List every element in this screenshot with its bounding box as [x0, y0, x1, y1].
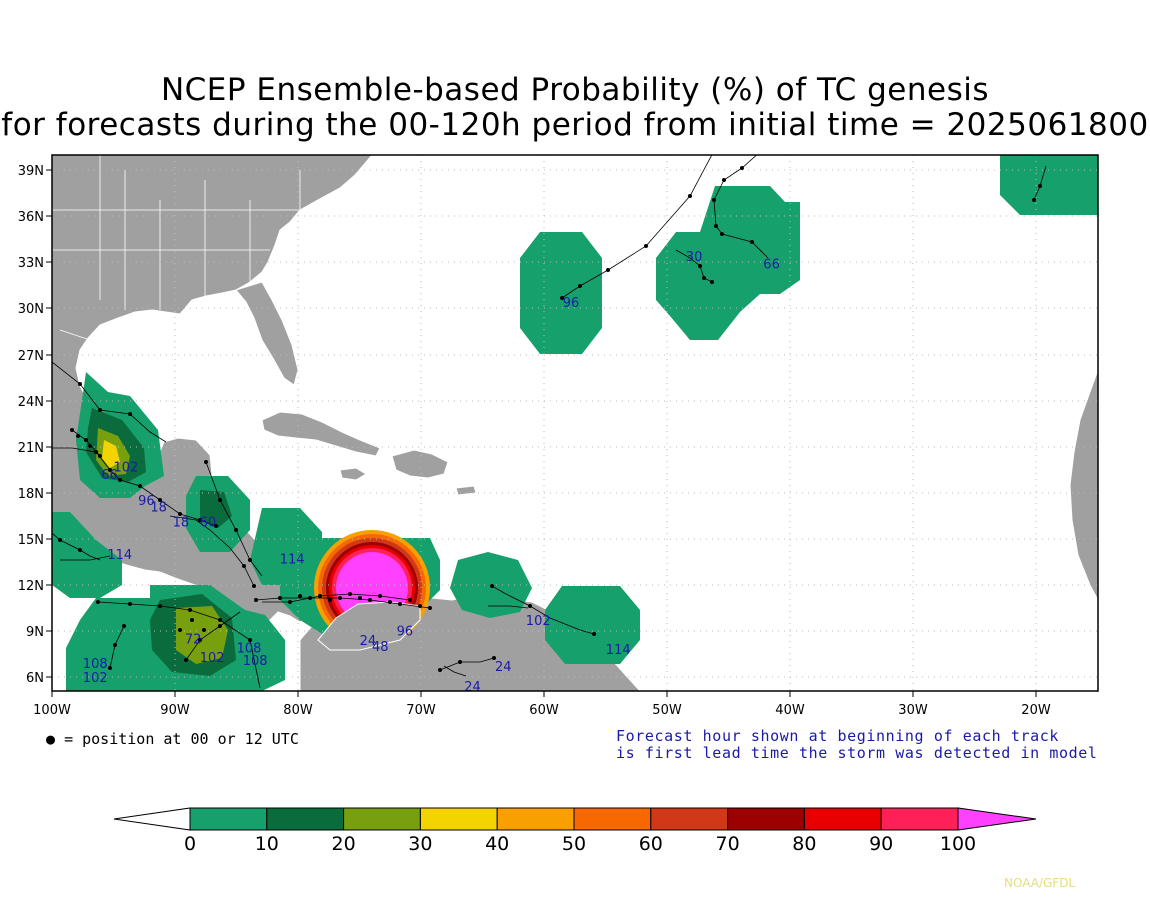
graticule: [52, 155, 1098, 691]
lat-label: 21N: [18, 441, 44, 456]
lon-label: 90W: [160, 703, 190, 718]
track-label: 24: [495, 660, 512, 675]
lon-label: 30W: [898, 703, 928, 718]
colorbar-low-arrow: [113, 807, 191, 831]
land-jamaica: [339, 467, 367, 481]
track-label: 102: [83, 671, 108, 686]
track-label: 108: [83, 657, 108, 672]
colorbar-label: 40: [485, 833, 509, 855]
lon-label: 20W: [1021, 703, 1051, 718]
colorbar-segment: [496, 807, 575, 831]
track-label: 72: [185, 632, 202, 647]
colorbar-segment: [573, 807, 652, 831]
colorbar-segment: [419, 807, 498, 831]
lat-label: 9N: [26, 625, 44, 640]
track-label: 114: [107, 548, 132, 563]
credit-label: NOAA/GFDL: [1004, 876, 1076, 890]
track-label: 108: [237, 642, 262, 657]
colorbar-segment: [880, 807, 959, 831]
track-label: 96: [138, 494, 155, 509]
map-frame: [51, 154, 1099, 692]
lon-label: 100W: [33, 703, 71, 718]
lat-label: 27N: [18, 349, 44, 364]
lat-label: 24N: [18, 395, 44, 410]
lon-label: 40W: [775, 703, 805, 718]
colorbar-label: 90: [869, 833, 893, 855]
title-line-2: for forecasts during the 00-120h period …: [1, 107, 1149, 143]
genesis-probability-areas: [52, 155, 1098, 691]
land-puerto-rico: [455, 485, 477, 496]
colorbar-label: 10: [255, 833, 279, 855]
track-label: 48: [372, 640, 389, 655]
state-boundaries: [52, 155, 301, 521]
track-label: 60: [200, 516, 217, 531]
colorbar-label: 0: [184, 833, 196, 855]
lon-label: 60W: [529, 703, 559, 718]
colorbar-label: 50: [562, 833, 586, 855]
colorbar-segment: [343, 807, 421, 831]
lat-label: 15N: [18, 533, 44, 548]
tick-marks: [46, 169, 1037, 697]
colorbar: 0 10 20 30 40 50 60 70 80 90 100: [113, 807, 1037, 855]
land-florida: [235, 281, 299, 386]
colorbar-high-arrow: [957, 807, 1037, 831]
colorbar-segment: [266, 807, 345, 831]
title-line-1: NCEP Ensemble-based Probability (%) of T…: [160, 72, 990, 108]
track-label: 108: [243, 654, 268, 669]
track-label: 66: [101, 468, 118, 483]
track-label: 24: [464, 680, 481, 695]
colorbar-label: 100: [940, 833, 976, 855]
dot-legend: ● = position at 00 or 12 UTC: [46, 730, 299, 748]
track-label: 114: [606, 643, 631, 658]
forecast-note-line-1: Forecast hour shown at beginning of each…: [616, 727, 1060, 745]
dot-legend-text: = position at 00 or 12 UTC: [64, 730, 299, 748]
longitude-labels: 100W 90W 80W 70W 60W 50W 40W 30W 20W: [33, 703, 1051, 718]
track-label: 96: [563, 296, 580, 311]
colorbar-label: 80: [792, 833, 816, 855]
latitude-labels: 39N 36N 33N 30N 27N 24N 21N 18N 15N 12N …: [18, 164, 44, 686]
track-label: 24: [360, 634, 377, 649]
track-label: 30: [686, 250, 703, 265]
lat-label: 33N: [18, 256, 44, 271]
lat-label: 18N: [18, 487, 44, 502]
colorbar-segment: [650, 807, 729, 831]
colorbar-segment: [803, 807, 882, 831]
lon-label: 70W: [406, 703, 436, 718]
land-cuba: [261, 411, 381, 457]
lat-label: 36N: [18, 210, 44, 225]
colorbar-label: 30: [408, 833, 432, 855]
track-label: 102: [114, 460, 139, 475]
lat-label: 12N: [18, 579, 44, 594]
colorbar-segment: [727, 807, 805, 831]
track-label: 102: [200, 651, 225, 666]
lat-label: 6N: [26, 671, 44, 686]
lon-label: 50W: [652, 703, 682, 718]
colorbar-segment: [189, 807, 268, 831]
colorbar-label: 20: [332, 833, 356, 855]
lat-label: 39N: [18, 164, 44, 179]
colorbar-label: 60: [639, 833, 663, 855]
track-label: 114: [280, 553, 305, 568]
position-dots: [58, 166, 1042, 672]
track-label: 102: [526, 614, 551, 629]
track-label: 18: [150, 500, 167, 515]
lon-label: 80W: [283, 703, 313, 718]
track-label: 66: [763, 258, 780, 273]
land-africa: [1069, 369, 1098, 601]
colorbar-label: 70: [716, 833, 740, 855]
forecast-note-line-2: is first lead time the storm was detecte…: [616, 744, 1098, 762]
dot-icon: ●: [46, 730, 56, 748]
track-label: 18: [173, 516, 190, 531]
lat-label: 30N: [18, 302, 44, 317]
track-label: 96: [397, 625, 414, 640]
land-hispaniola: [391, 449, 449, 479]
